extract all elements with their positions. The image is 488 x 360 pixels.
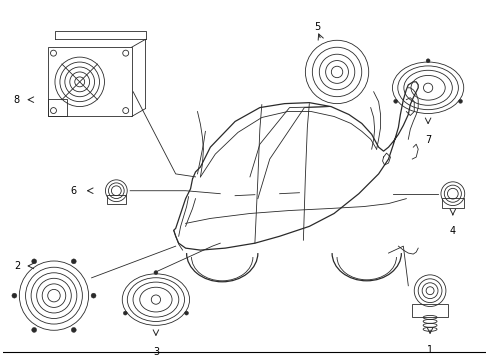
Circle shape [154, 271, 158, 275]
Text: 4: 4 [449, 226, 455, 237]
Text: 7: 7 [424, 135, 430, 145]
Circle shape [91, 293, 96, 298]
Circle shape [32, 259, 37, 264]
Bar [106, 195, 126, 204]
Text: 8: 8 [13, 95, 20, 105]
Circle shape [393, 99, 397, 103]
Bar [47, 47, 131, 117]
Circle shape [71, 259, 76, 264]
Circle shape [71, 328, 76, 332]
Circle shape [184, 311, 188, 315]
Circle shape [12, 293, 17, 298]
Text: 2: 2 [14, 261, 20, 271]
Bar [411, 303, 447, 318]
Circle shape [32, 328, 37, 332]
Bar [47, 99, 67, 117]
Text: 5: 5 [313, 22, 320, 32]
Bar [441, 198, 463, 208]
Text: 1: 1 [426, 345, 432, 355]
Circle shape [425, 59, 429, 63]
Circle shape [123, 311, 127, 315]
Text: 6: 6 [71, 186, 77, 196]
Text: 3: 3 [153, 347, 159, 357]
Circle shape [458, 99, 462, 103]
